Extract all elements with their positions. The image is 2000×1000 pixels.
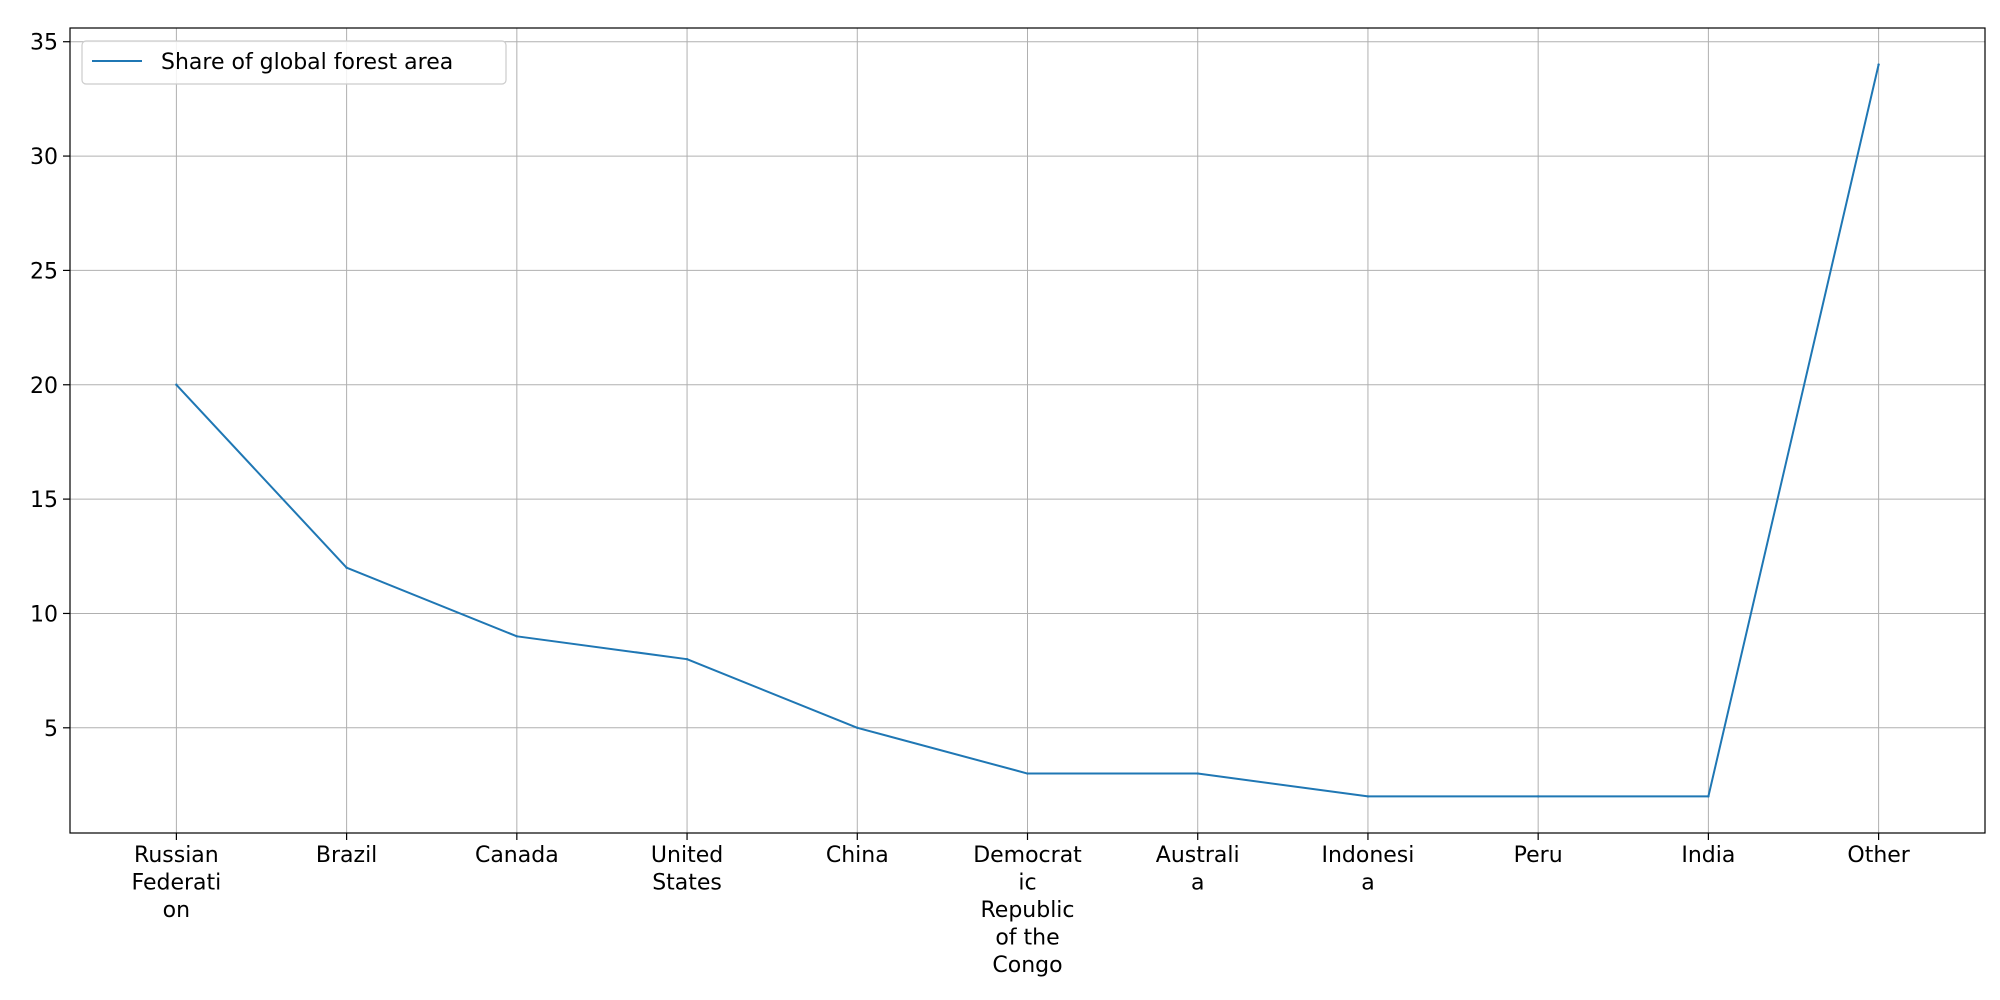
- plot-frame: [69, 27, 1986, 834]
- legend-label: Share of global forest area: [161, 50, 453, 75]
- x-tick-label: Democrat ic Republic of the Congo: [973, 843, 1082, 978]
- x-tick-label: Other: [1847, 843, 1910, 868]
- data-point: [1196, 772, 1199, 775]
- x-tick-label: Canada: [475, 843, 559, 868]
- x-tick-label: Peru: [1514, 843, 1563, 868]
- x-tick-label: China: [826, 843, 889, 868]
- y-tick-label: 25: [30, 259, 58, 284]
- legend: Share of global forest area: [81, 40, 507, 85]
- data-point: [515, 635, 519, 638]
- y-tick-label: 35: [30, 31, 58, 56]
- x-tick-label: United States: [651, 843, 723, 896]
- y-tick-label: 5: [44, 717, 58, 742]
- y-tick-label: 10: [30, 602, 58, 627]
- data-point: [345, 566, 348, 569]
- y-tick-label: 20: [30, 374, 58, 399]
- data-point: [1366, 795, 1370, 798]
- x-tick-label: Brazil: [316, 843, 377, 868]
- legend-box: [81, 40, 507, 85]
- x-tick-label: India: [1681, 843, 1735, 868]
- series-layer: [175, 63, 1880, 798]
- data-point: [1536, 795, 1540, 798]
- x-tick-label: Indonesi a: [1321, 843, 1414, 896]
- x-tick-label: Australi a: [1156, 843, 1240, 896]
- y-tick-label: 15: [30, 488, 58, 513]
- data-point: [685, 657, 689, 661]
- data-point: [1707, 795, 1710, 798]
- axes: Russian Federati on Brazil Canada United State…: [30, 27, 1986, 978]
- data-point: [1877, 63, 1880, 66]
- data-point: [1026, 772, 1029, 775]
- grid: [70, 28, 1985, 833]
- x-tick-label: Russian Federati on: [132, 843, 222, 923]
- y-tick-label: 30: [30, 145, 58, 170]
- data-point: [175, 383, 178, 386]
- data-point: [856, 726, 859, 730]
